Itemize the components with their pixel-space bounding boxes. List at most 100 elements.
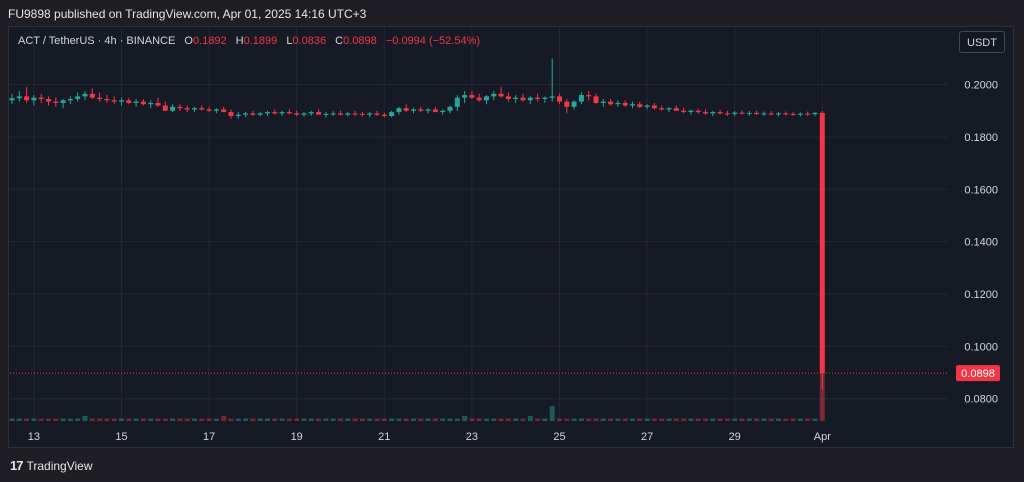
candle-body[interactable] <box>484 96 489 101</box>
candle-body[interactable] <box>637 104 643 107</box>
candle-body[interactable] <box>396 108 402 113</box>
candle-body[interactable] <box>651 105 657 109</box>
candle-body[interactable] <box>67 98 73 101</box>
candle-body[interactable] <box>432 109 438 113</box>
candle-body[interactable] <box>513 97 519 99</box>
candle-body[interactable] <box>630 104 635 106</box>
candle-body[interactable] <box>31 97 37 101</box>
candle-body[interactable] <box>82 93 88 97</box>
candle-body[interactable] <box>754 112 760 114</box>
candle-body[interactable] <box>155 102 161 106</box>
candle-body[interactable] <box>644 105 650 107</box>
candle-body[interactable] <box>469 95 475 98</box>
candle-body[interactable] <box>403 108 409 111</box>
candle-body[interactable] <box>586 95 592 97</box>
candle-body[interactable] <box>381 114 387 117</box>
tradingview-footer[interactable]: 17 TradingView <box>10 458 93 473</box>
candle-body[interactable] <box>454 97 460 107</box>
candle-body[interactable] <box>338 113 343 115</box>
candle-body[interactable] <box>119 100 124 102</box>
candle-body[interactable] <box>717 112 723 114</box>
candle-body[interactable] <box>162 105 168 111</box>
candle-body[interactable] <box>323 113 329 115</box>
candle-body[interactable] <box>746 112 752 114</box>
candle-body[interactable] <box>476 97 482 101</box>
candle-body[interactable] <box>308 112 314 114</box>
candle-body[interactable] <box>797 113 803 115</box>
candle-body[interactable] <box>89 93 95 98</box>
candle-body[interactable] <box>359 113 365 115</box>
candle-body[interactable] <box>688 110 694 113</box>
candle-body[interactable] <box>24 96 30 101</box>
candle-body[interactable] <box>46 98 51 102</box>
candle-body[interactable] <box>9 98 15 101</box>
candle-body[interactable] <box>104 98 110 101</box>
candle-body[interactable] <box>768 113 774 115</box>
candle-body[interactable] <box>170 106 176 111</box>
candle-body[interactable] <box>177 106 183 109</box>
candle-body[interactable] <box>286 112 292 114</box>
candle-body[interactable] <box>206 109 212 111</box>
candle-body[interactable] <box>673 108 679 111</box>
candle-body[interactable] <box>213 109 219 111</box>
candle-body[interactable] <box>571 101 577 107</box>
candle-body[interactable] <box>447 106 453 111</box>
candle-body[interactable] <box>535 97 541 99</box>
candle-body[interactable] <box>819 112 825 374</box>
candle-body[interactable] <box>418 109 424 111</box>
candle-body[interactable] <box>783 113 789 115</box>
candle-body[interactable] <box>732 112 738 114</box>
candle-body[interactable] <box>724 113 730 115</box>
candle-body[interactable] <box>761 113 767 115</box>
candle-body[interactable] <box>659 108 665 110</box>
symbol-label[interactable]: ACT / TetherUS · 4h · BINANCE <box>18 35 176 47</box>
candle-body[interactable] <box>462 95 468 98</box>
candle-body[interactable] <box>235 114 241 117</box>
candle-body[interactable] <box>199 108 205 110</box>
candle-body[interactable] <box>221 109 227 113</box>
candle-body[interactable] <box>316 112 322 115</box>
candle-body[interactable] <box>615 102 621 105</box>
candle-body[interactable] <box>790 113 796 115</box>
candle-body[interactable] <box>527 97 533 101</box>
candle-body[interactable] <box>352 113 358 115</box>
candle-body[interactable] <box>279 112 285 114</box>
candle-body[interactable] <box>345 113 351 115</box>
candle-body[interactable] <box>608 101 614 105</box>
candle-body[interactable] <box>243 113 249 115</box>
candle-body[interactable] <box>805 113 811 115</box>
candle-body[interactable] <box>411 109 416 111</box>
candle-body[interactable] <box>140 101 146 105</box>
candle-body[interactable] <box>600 101 606 103</box>
candle-body[interactable] <box>440 110 446 113</box>
candle-body[interactable] <box>812 112 818 115</box>
candle-body[interactable] <box>739 112 745 114</box>
candle-body[interactable] <box>294 113 300 115</box>
candle-body[interactable] <box>148 102 154 105</box>
candle-body[interactable] <box>60 100 66 103</box>
candle-body[interactable] <box>776 113 781 115</box>
candle-body[interactable] <box>542 97 548 99</box>
candle-body[interactable] <box>97 97 103 99</box>
candle-body[interactable] <box>192 108 197 110</box>
candle-body[interactable] <box>374 113 380 115</box>
candle-body[interactable] <box>330 113 336 115</box>
candle-body[interactable] <box>498 93 504 97</box>
candle-body[interactable] <box>578 95 584 102</box>
candle-body[interactable] <box>250 113 256 115</box>
candle-body[interactable] <box>133 101 139 103</box>
candle-body[interactable] <box>367 113 373 115</box>
candle-body[interactable] <box>38 97 44 99</box>
candle-body[interactable] <box>557 96 562 102</box>
candle-body[interactable] <box>16 96 22 99</box>
candle-body[interactable] <box>681 110 687 113</box>
candle-body[interactable] <box>111 100 117 102</box>
candle-body[interactable] <box>593 96 599 103</box>
candle-body[interactable] <box>389 112 395 117</box>
candle-body[interactable] <box>228 112 234 117</box>
candle-body[interactable] <box>75 96 81 99</box>
candle-body[interactable] <box>564 101 570 107</box>
candle-body[interactable] <box>425 109 431 111</box>
candle-body[interactable] <box>272 112 278 114</box>
